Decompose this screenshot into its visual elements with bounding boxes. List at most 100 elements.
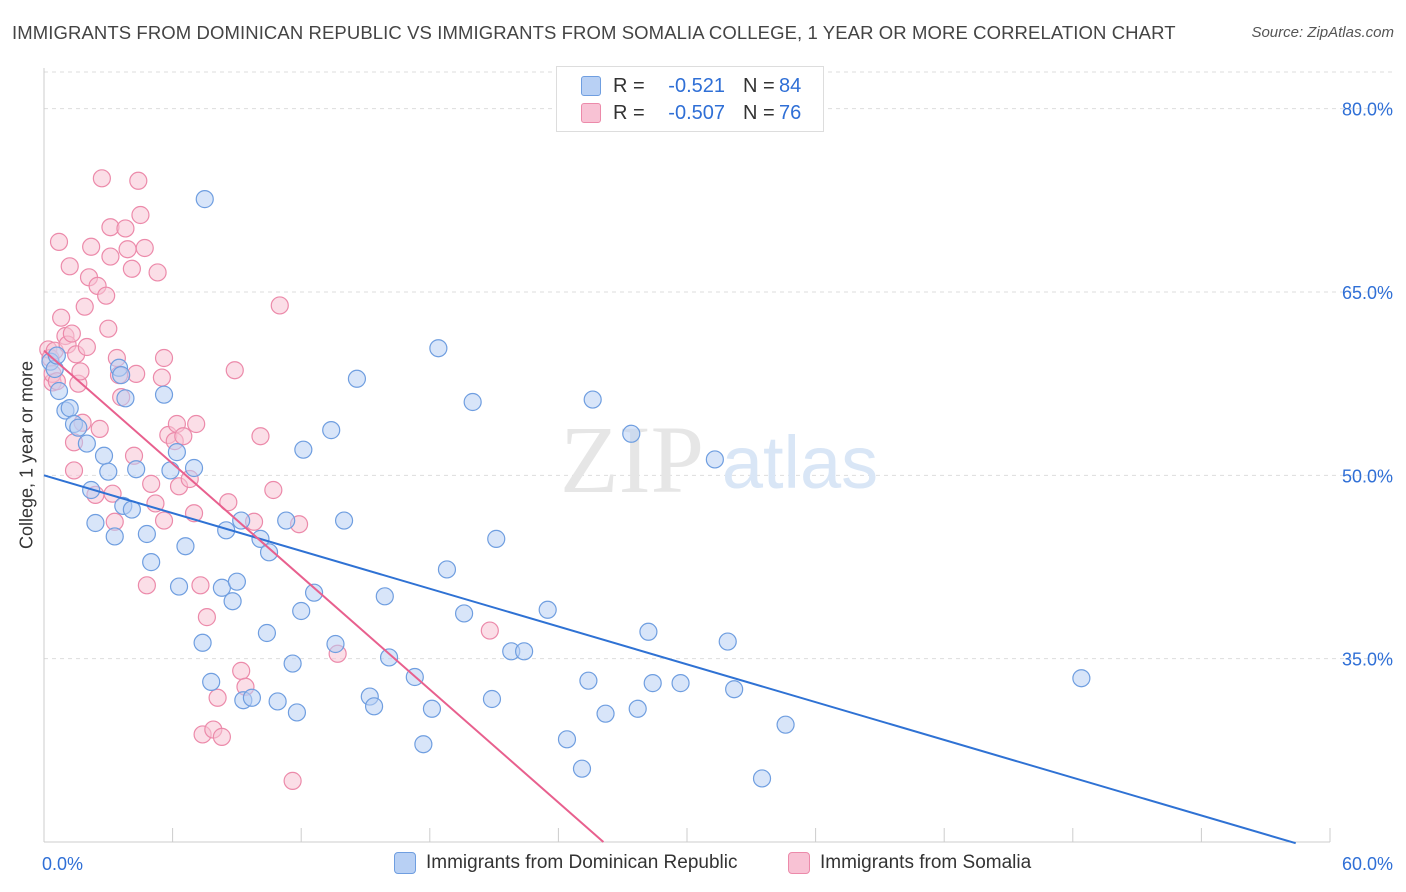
somalia-point xyxy=(480,621,499,640)
source-label: Source: ZipAtlas.com xyxy=(1251,24,1394,41)
dominican-point xyxy=(622,424,641,443)
dominican-point xyxy=(294,440,313,459)
legend-row-dominican: R = -0.521 N = 84 xyxy=(581,74,801,98)
somalia-point xyxy=(225,361,244,380)
dominican-swatch xyxy=(394,852,416,874)
dominican-point xyxy=(326,634,345,654)
dominican-point xyxy=(583,390,602,409)
dominican-point xyxy=(169,577,189,596)
watermark: ZIP atlas xyxy=(560,406,878,513)
legend-item-dominican[interactable]: Immigrants from Dominican Republic xyxy=(394,852,738,874)
dominican-point xyxy=(259,543,279,562)
somalia-point xyxy=(131,205,150,225)
watermark-zip: ZIP xyxy=(560,406,704,513)
dominican-point xyxy=(364,697,384,716)
dominican-point xyxy=(257,623,277,643)
somalia-point xyxy=(90,419,109,438)
axes xyxy=(43,68,1331,843)
dominican-point xyxy=(99,462,118,481)
dominican-point xyxy=(193,633,212,652)
dominican-point xyxy=(60,399,79,418)
correlation-legend: R = -0.521 N = 84 R = -0.507 N = 76 xyxy=(556,66,824,132)
somalia-point xyxy=(77,337,96,357)
dominican-point xyxy=(195,190,214,209)
dominican-point xyxy=(202,672,221,691)
somalia-swatch xyxy=(788,852,810,874)
somalia-point xyxy=(129,171,148,190)
somalia-point xyxy=(208,688,227,707)
tick-labels: 35.0% 50.0% 65.0% 80.0% 0.0% 60.0% xyxy=(42,100,1393,874)
dominican-point xyxy=(422,699,442,718)
dominican-point xyxy=(105,527,124,546)
somalia-point xyxy=(122,259,141,278)
somalia-point xyxy=(116,219,135,238)
dominican-point xyxy=(304,583,324,602)
somalia-point xyxy=(60,257,79,276)
somalia-point xyxy=(270,296,289,315)
legend-label-dominican: Immigrants from Dominican Republic xyxy=(426,852,738,873)
somalia-point xyxy=(152,368,171,387)
somalia-point xyxy=(232,661,251,680)
r-value: -0.507 xyxy=(668,101,725,124)
trend-lines xyxy=(43,349,1296,845)
somalia-point xyxy=(187,414,206,434)
dominican-trend-line xyxy=(43,474,1296,845)
somalia-point xyxy=(264,480,283,500)
dominican-point xyxy=(718,632,737,651)
somalia-point xyxy=(97,286,116,305)
y-tick-label: 35.0% xyxy=(1342,650,1393,670)
dominican-point xyxy=(639,622,658,641)
dominican-point xyxy=(463,392,482,412)
dominican-point xyxy=(112,366,131,385)
dominican-point xyxy=(572,759,592,778)
dominican-point xyxy=(292,601,311,621)
legend-row-somalia: R = -0.507 N = 76 xyxy=(581,101,801,125)
dominican-point xyxy=(217,521,236,540)
legend-label-somalia: Immigrants from Somalia xyxy=(820,852,1032,873)
y-tick-label: 65.0% xyxy=(1342,283,1393,303)
somalia-point xyxy=(64,461,84,480)
dominican-point xyxy=(375,587,394,606)
dominican-point xyxy=(538,600,557,619)
dominican-point xyxy=(776,715,795,734)
somalia-point xyxy=(283,771,302,790)
dominican-point xyxy=(322,421,341,440)
somalia-trend-line xyxy=(43,349,605,843)
x-tick-label: 0.0% xyxy=(42,854,83,874)
dominican-point xyxy=(127,460,146,479)
dominican-point xyxy=(232,511,251,530)
n-value: 76 xyxy=(779,101,802,124)
somalia-point xyxy=(49,232,69,251)
chart-title: IMMIGRANTS FROM DOMINICAN REPUBLIC VS IM… xyxy=(12,22,1176,43)
somalia-point xyxy=(101,218,120,237)
dominican-point xyxy=(429,339,448,358)
dominican-point xyxy=(283,654,302,673)
dominican-point xyxy=(671,674,690,693)
dominican-point xyxy=(705,450,724,469)
dominican-point xyxy=(167,443,186,462)
legend-item-somalia[interactable]: Immigrants from Somalia xyxy=(788,852,1031,874)
dominican-swatch xyxy=(581,76,601,96)
dominican-point xyxy=(414,735,433,754)
dominican-point xyxy=(223,592,242,611)
dominican-point xyxy=(86,513,105,533)
somalia-point xyxy=(92,169,111,188)
dominican-point xyxy=(227,572,246,591)
dominican-point xyxy=(557,730,577,749)
somalia-point xyxy=(118,240,137,259)
dominican-point xyxy=(482,689,502,709)
dominican-point xyxy=(69,418,88,437)
dominican-point xyxy=(725,680,744,699)
dominican-point xyxy=(154,385,174,404)
somalia-point xyxy=(52,308,71,327)
dominican-point xyxy=(643,674,662,693)
dominican-point xyxy=(268,692,287,711)
r-label: R = xyxy=(613,101,645,124)
dominican-point xyxy=(94,446,114,465)
somalia-point xyxy=(219,493,238,512)
dominican-point xyxy=(437,560,457,579)
somalia-point xyxy=(212,727,231,746)
somalia-point xyxy=(101,247,120,266)
grid-lines xyxy=(44,71,1392,660)
n-label: N = xyxy=(743,101,775,124)
